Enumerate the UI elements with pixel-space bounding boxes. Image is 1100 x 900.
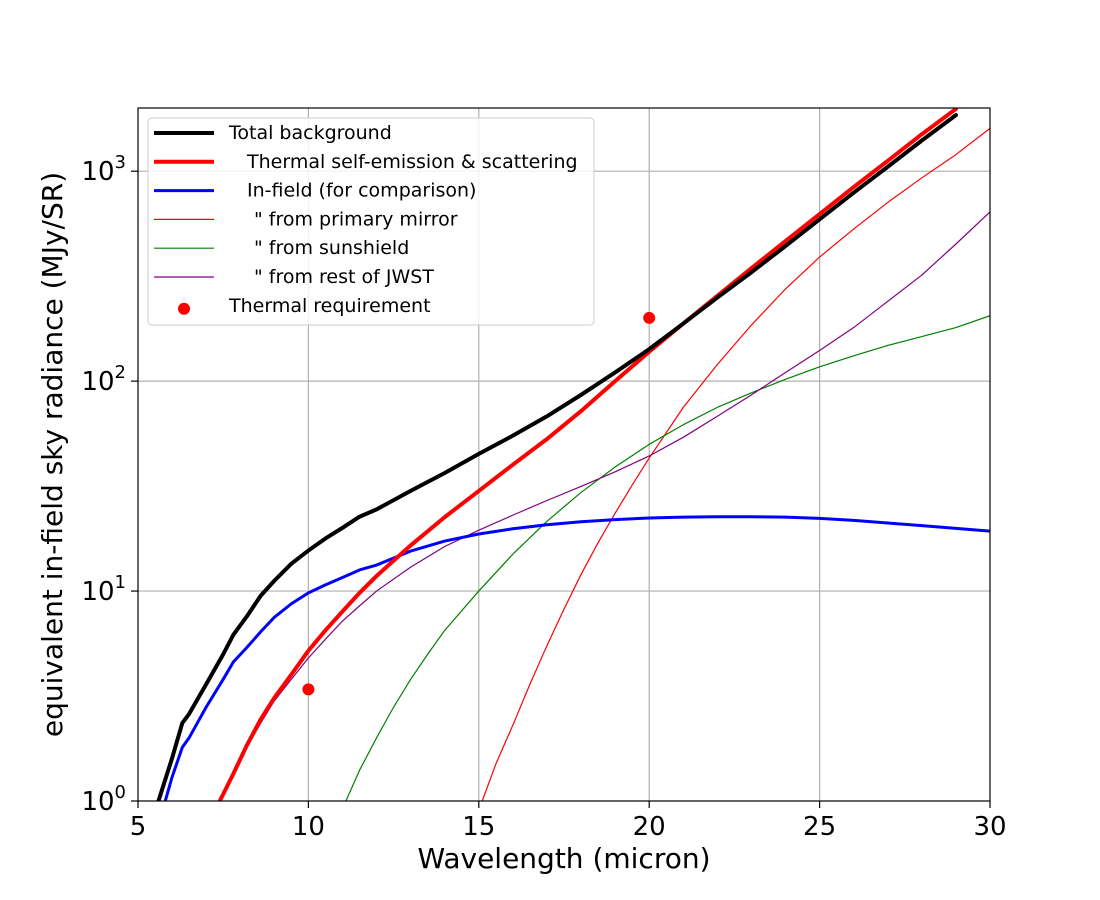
y-tick-mantissa: 10 [81,787,114,817]
series-line-in-field-for-comparison [163,515,990,801]
thermal-requirement-point [302,683,315,696]
y-axis-label: equivalent in-field sky radiance (MJy/SR… [36,172,69,737]
y-tick-label: 101 [81,572,126,607]
y-tick-exponent: 1 [115,572,126,593]
series-line-from-rest-of-jwst [219,211,990,801]
x-axis-label: Wavelength (micron) [417,842,710,875]
legend-label: Thermal requirement [228,295,431,317]
thermal-requirement-point [643,311,656,324]
legend-label: " from primary mirror [254,208,458,230]
plot-series [156,108,990,801]
legend-label: In-field (for comparison) [247,180,476,202]
y-tick-label: 102 [81,362,126,397]
x-tick-label: 25 [803,812,836,842]
series-line-total-background [156,113,958,801]
x-tick-label: 20 [633,812,666,842]
legend-label: Thermal self-emission & scattering [246,151,578,173]
legend: Total background Thermal self-emission & … [147,117,595,326]
x-tick-label: 10 [292,812,325,842]
series-line-from-primary-mirror [481,127,990,801]
y-tick-exponent: 3 [115,152,126,173]
y-tick-mantissa: 10 [81,577,114,607]
x-axis-ticks: 5 10 15 20 25 30 [130,801,1007,842]
y-tick-label: 100 [81,782,126,817]
y-tick-label: 103 [81,152,126,187]
x-tick-label: 15 [462,812,495,842]
plot-frame [137,107,991,802]
series-line-thermal-self-emission-scattering [217,108,958,801]
legend-label: " from rest of JWST [254,266,434,288]
y-tick-mantissa: 10 [81,157,114,187]
x-tick-label: 5 [130,812,147,842]
y-tick-exponent: 2 [115,362,126,383]
legend-label: " from sunshield [254,237,409,259]
legend-box [147,117,595,326]
series-line-from-sunshield [345,315,990,801]
y-tick-mantissa: 10 [81,367,114,397]
x-tick-label: 30 [973,812,1006,842]
legend-marker [178,302,190,315]
y-tick-exponent: 0 [115,782,126,803]
legend-label: Total background [228,122,392,144]
